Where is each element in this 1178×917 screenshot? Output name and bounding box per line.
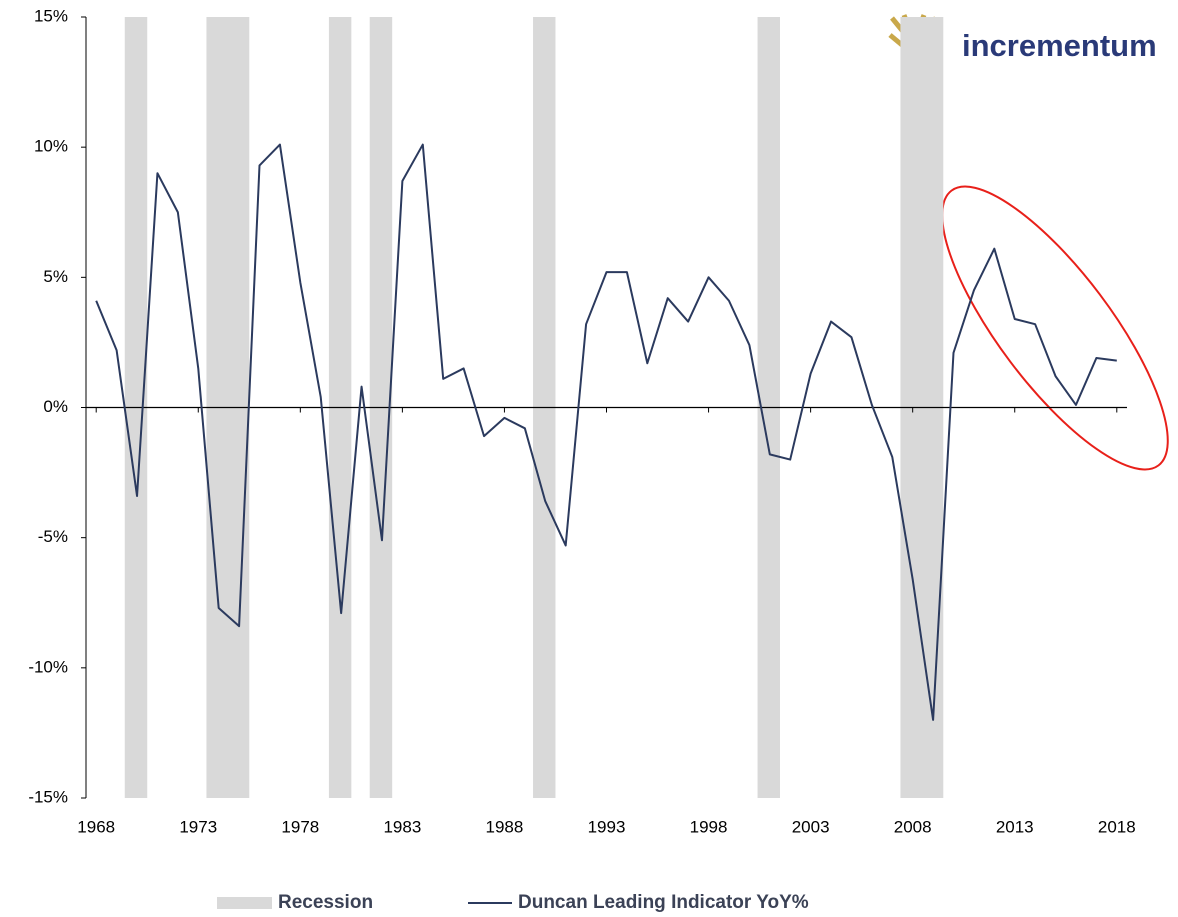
y-tick-label: 15% [34,6,68,25]
x-tick-label: 1978 [281,817,319,836]
y-tick-label: 5% [43,267,68,286]
data-line [95,143,1117,721]
x-tick-label: 1993 [588,817,626,836]
y-tick-label: 0% [43,397,68,416]
x-tick-label: 1973 [179,817,217,836]
x-tick-label: 2008 [894,817,932,836]
legend-label: Duncan Leading Indicator YoY% [518,892,809,913]
logo-text: incrementum [962,28,1157,63]
x-tick-label: 1968 [77,817,115,836]
x-tick-label: 2013 [996,817,1034,836]
legend-swatch [217,897,272,909]
x-tick-label: 2018 [1098,817,1136,836]
x-tick-label: 2003 [792,817,830,836]
y-tick-label: 10% [34,137,68,156]
legend-label: Recession [278,892,373,913]
y-tick-label: -5% [38,527,68,546]
x-tick-label: 1983 [383,817,421,836]
y-tick-label: -10% [28,657,68,676]
highlight-ellipse [941,185,1169,471]
y-tick-label: -15% [28,787,68,806]
x-tick-label: 1988 [486,817,524,836]
x-tick-label: 1998 [690,817,728,836]
